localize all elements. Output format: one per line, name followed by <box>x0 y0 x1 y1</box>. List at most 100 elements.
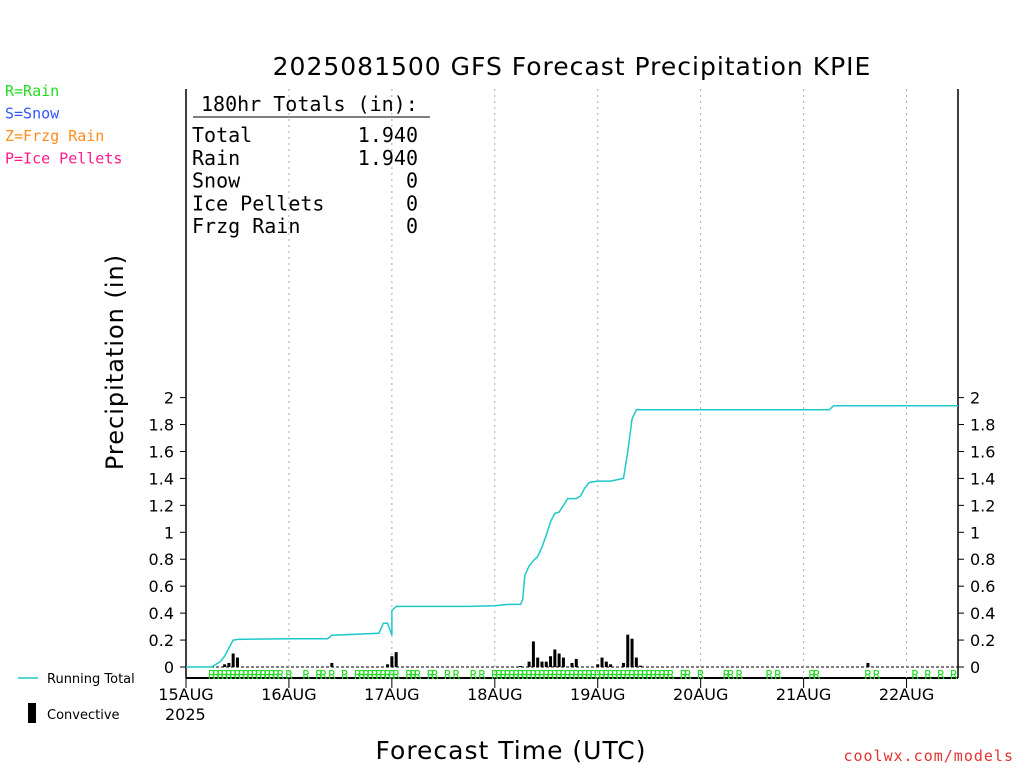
rain-type-marker: R <box>217 668 225 682</box>
rain-type-marker: R <box>650 668 658 682</box>
y-tick-label-right: 1 <box>970 523 980 542</box>
convective-bar <box>227 662 231 667</box>
x-axis-label: Forecast Time (UTC) <box>376 736 647 765</box>
rain-type-marker: R <box>384 668 392 682</box>
rain-type-marker: R <box>478 668 486 682</box>
rain-type-marker: R <box>547 668 555 682</box>
rain-type-marker: R <box>367 668 375 682</box>
rain-type-marker: R <box>530 668 538 682</box>
convective-bar <box>386 664 390 667</box>
rain-type-marker: R <box>238 668 246 682</box>
rain-type-marker: R <box>225 668 233 682</box>
rain-type-marker: R <box>616 668 624 682</box>
rain-type-marker: R <box>453 668 461 682</box>
rain-type-marker: R <box>573 668 581 682</box>
rain-type-marker: R <box>431 668 439 682</box>
running-total-line <box>186 404 958 668</box>
convective-bar <box>604 661 608 667</box>
totals-box: 180hr Totals (in): Total 1.940 Rain 1.940 Sn… <box>192 92 430 238</box>
running-total-line-group <box>186 404 958 668</box>
rain-type-marker: R <box>285 668 293 682</box>
convective-bar <box>549 656 553 667</box>
y-tick-label-left: 0.4 <box>149 604 174 623</box>
y-axis-ticks: 0 0 0.2 0.2 0.4 0.4 0.6 0.6 0.8 0.8 1 1 1.2 1.2 1.4 1.4… <box>149 389 996 677</box>
rain-type-marker: R <box>620 668 628 682</box>
rain-type-marker: R <box>264 668 272 682</box>
rain-type-marker: R <box>470 668 478 682</box>
precip-type-legend: R=Rain S=Snow Z=Frzg Rain P=Ice Pellets <box>5 82 122 168</box>
y-tick-label-right: 2 <box>970 389 980 408</box>
convective-bar <box>570 662 574 667</box>
rain-type-marker: R <box>247 668 255 682</box>
rain-type-marker: R <box>375 668 383 682</box>
rain-type-marker: R <box>658 668 666 682</box>
rain-type-marker: R <box>500 668 508 682</box>
convective-bar <box>394 652 398 667</box>
y-tick-label-right: 1.2 <box>970 496 995 515</box>
x-tick-label: 19AUG <box>570 685 625 704</box>
rain-type-marker: R <box>697 668 705 682</box>
rain-type-marker: R <box>208 668 216 682</box>
x-axis-ticks: 15AUG 16AUG 17AUG 18AUG 19AUG 20AUG 21AUG 22AUG <box>158 678 934 704</box>
rain-type-marker: R <box>268 668 276 682</box>
totals-row-value: 0 <box>406 169 418 193</box>
y-tick-label-left: 0.6 <box>149 577 174 596</box>
rain-type-marker: R <box>774 668 782 682</box>
convective-bar <box>634 657 638 667</box>
rain-type-marker: R <box>302 668 310 682</box>
rain-type-marker: R <box>556 668 564 682</box>
convective-legend-label: Convective <box>47 708 120 723</box>
rain-type-marker: R <box>950 668 958 682</box>
y-tick-label-right: 0.8 <box>970 550 995 569</box>
convective-bar <box>557 653 561 667</box>
rain-type-marker: R <box>723 668 731 682</box>
rain-type-marker: R <box>212 668 220 682</box>
convective-bar <box>390 656 394 667</box>
convective-bar <box>544 661 548 667</box>
rain-type-marker: R <box>663 668 671 682</box>
rain-type-marker: R <box>371 668 379 682</box>
rain-type-marker: R <box>637 668 645 682</box>
y-tick-label-right: 0 <box>970 658 980 677</box>
x-tick-label: 20AUG <box>673 685 728 704</box>
rain-type-marker: R <box>328 668 336 682</box>
rain-type-marker: R <box>864 668 872 682</box>
rain-type-marker: R <box>594 668 602 682</box>
rain-type-marker: R <box>251 668 259 682</box>
x-tick-label: 17AUG <box>364 685 419 704</box>
rain-type-marker: R <box>564 668 572 682</box>
y-tick-label-left: 1.6 <box>149 442 174 461</box>
convective-bar <box>235 657 239 667</box>
convective-bar <box>330 662 334 667</box>
convective-bar <box>553 649 557 667</box>
rain-type-marker: R <box>525 668 533 682</box>
rain-type-marker: R <box>684 668 692 682</box>
rain-type-marker: R <box>543 668 551 682</box>
totals-header: 180hr Totals (in): <box>201 92 418 116</box>
totals-row-value: 1.940 <box>358 146 418 170</box>
rain-type-marker: R <box>809 668 817 682</box>
rain-type-marker: R <box>641 668 649 682</box>
convective-bar <box>600 657 604 667</box>
chart-title: 2025081500 GFS Forecast Precipitation KP… <box>273 52 872 81</box>
type-legend-item: P=Ice Pellets <box>5 150 122 168</box>
y-tick-label-left: 0.2 <box>149 631 174 650</box>
convective-bar <box>231 653 235 667</box>
x-tick-label: 22AUG <box>879 685 934 704</box>
x-year-label: 2025 <box>165 705 206 724</box>
rain-type-marker: R <box>393 668 401 682</box>
rain-type-marker: R <box>513 668 521 682</box>
watermark: coolwx.com/models <box>843 747 1014 765</box>
running-total-legend-label: Running Total <box>47 672 135 687</box>
rain-type-marker: R <box>667 668 675 682</box>
rain-type-marker: R <box>736 668 744 682</box>
rain-type-marker: R <box>444 668 452 682</box>
x-tick-label: 15AUG <box>158 685 213 704</box>
rain-type-marker: R <box>538 668 546 682</box>
convective-bar <box>527 661 531 667</box>
rain-type-marker: R <box>654 668 662 682</box>
y-tick-label-left: 0.8 <box>149 550 174 569</box>
rain-type-marker: R <box>577 668 585 682</box>
